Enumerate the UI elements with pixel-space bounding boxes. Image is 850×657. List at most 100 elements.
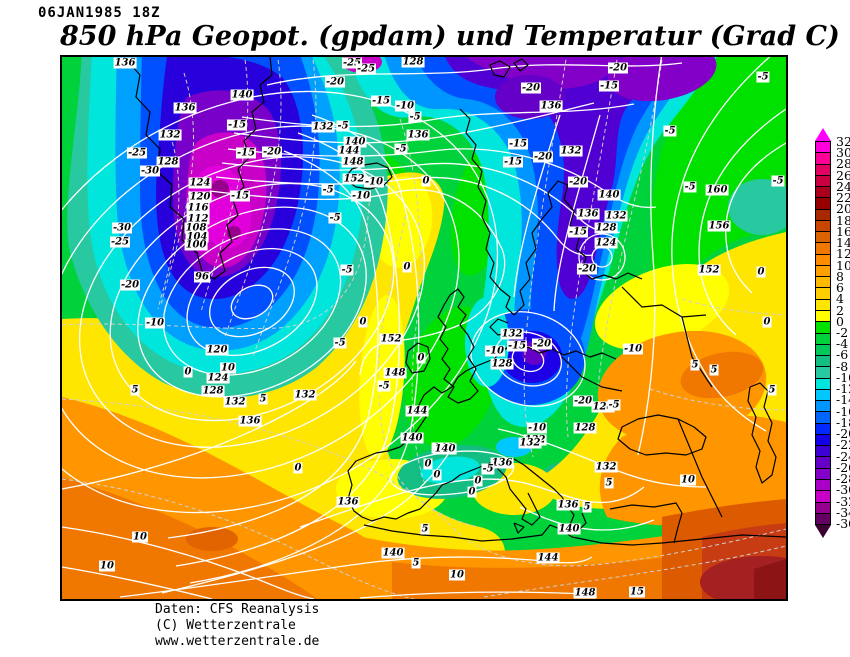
temperature-contour-label: -15 — [502, 156, 524, 168]
colorbar-tick: -6 — [836, 347, 849, 363]
geopotential-contour-label: 144 — [405, 405, 429, 417]
colorbar-cell — [816, 468, 830, 480]
colorbar-cell — [816, 142, 830, 154]
colorbar-cell — [816, 333, 830, 345]
temperature-contour-label: -5 — [321, 184, 335, 196]
geopotential-contour-label: 140 — [400, 432, 424, 444]
temperature-contour-label: -20 — [531, 338, 553, 350]
geopotential-contour-label: 132 — [311, 121, 335, 133]
colorbar-cell — [816, 502, 830, 514]
geopotential-contour-label: 132 — [559, 145, 583, 157]
colorbar-cell — [816, 356, 830, 368]
colorbar-tick: 2 — [836, 302, 844, 318]
geopotential-contour-label: 136 — [490, 457, 514, 469]
temperature-contour-label: 0 — [423, 458, 433, 470]
colorbar-cell — [816, 299, 830, 311]
geopotential-contour-label: 108 — [184, 222, 208, 234]
colorbar-cell — [816, 153, 830, 165]
coastlines — [123, 57, 786, 546]
geopotential-contour-label: 132 — [594, 461, 618, 473]
colorbar-cell — [816, 175, 830, 188]
temperature-contour-label: 5 — [767, 384, 777, 396]
geopotential-contour-label: 144 — [536, 552, 560, 564]
temperature-contour-label: 5 — [411, 557, 421, 569]
geopotential-contour-label: 124 — [206, 372, 230, 384]
temperature-contour-label: -25 — [109, 236, 131, 248]
temperature-contour-label: 5 — [130, 384, 140, 396]
geopotential-contour-label: 136 — [238, 415, 262, 427]
geopotential-contour-label: 136 — [556, 499, 580, 511]
colorbar-tick: -28 — [836, 471, 850, 487]
weather-map-canvas — [62, 57, 786, 599]
temperature-contour-label: -5 — [333, 337, 347, 349]
geopotential-contour-label: 128 — [490, 358, 514, 370]
temperature-contour-label: 5 — [582, 501, 592, 513]
geopotential-contour-label: 136 — [576, 208, 600, 220]
colorbar-cell — [816, 491, 830, 503]
colorbar-cell — [816, 457, 830, 469]
geopotential-contour-label: 136 — [406, 129, 430, 141]
geopotential-contour-label: 100 — [184, 239, 208, 251]
colorbar-cell — [816, 412, 830, 424]
colorbar-tick: 30 — [836, 145, 850, 161]
geopotential-contour-label: 124 — [594, 237, 618, 249]
temperature-contour-label: 10 — [132, 531, 148, 543]
colorbar-cell — [816, 513, 830, 525]
geopotential-contour-label: 132 — [293, 389, 317, 401]
geopotential-contour-label: 140 — [557, 523, 581, 535]
colorbar-tick: 10 — [836, 257, 850, 273]
data-source: Daten: CFS Reanalysis — [155, 602, 320, 617]
temperature-contour-label: -25 — [126, 147, 148, 159]
temperature-contour-label: 0 — [416, 352, 426, 364]
geopotential-contour-label: 128 — [401, 56, 425, 68]
temperature-contour-label: 0 — [358, 316, 368, 328]
temperature-contour-label: -15 — [235, 147, 257, 159]
temperature-contour-label: -5 — [771, 175, 785, 187]
colorbar-tick: -14 — [836, 392, 850, 408]
geopotential-contour-label: 140 — [597, 189, 621, 201]
temperature-contour-label: -20 — [119, 279, 141, 291]
geopotential-contour-label: 136 — [336, 496, 360, 508]
colorbar-cells — [815, 141, 831, 525]
temperature-colorbar: 32302826242220181614121086420-2-4-6-8-10… — [815, 128, 850, 538]
colorbar-tick: 8 — [836, 268, 844, 284]
colorbar-tick: -10 — [836, 369, 850, 385]
geopotential-contour-label: 152 — [697, 264, 721, 276]
temperature-contour-label: 0 — [293, 462, 303, 474]
geopotential-contour-label: 148 — [341, 156, 365, 168]
colorbar-cell — [816, 198, 830, 210]
colorbar-cell — [816, 322, 830, 334]
temperature-contour-label: -15 — [370, 95, 392, 107]
colorbar-cell — [816, 479, 830, 492]
temperature-contour-label: 5 — [709, 364, 719, 376]
colorbar-tick: 6 — [836, 280, 844, 296]
temperature-contour-label: -5 — [683, 181, 697, 193]
geopotential-contour-label: 140 — [381, 547, 405, 559]
temperature-contour-label: -15 — [507, 138, 529, 150]
temperature-contour-label: 5 — [420, 523, 430, 535]
colorbar-tick: -4 — [836, 336, 849, 352]
temperature-contour-label: 0 — [473, 475, 483, 487]
colorbar-tick: 12 — [836, 246, 850, 262]
colorbar-tick: -8 — [836, 358, 849, 374]
temperature-contour-label: -20 — [572, 395, 594, 407]
geopotential-contour-label: 128 — [594, 222, 618, 234]
temperature-contour-label: -15 — [506, 340, 528, 352]
geopotential-contour-label: 124 — [188, 177, 212, 189]
temperature-contour-label: -5 — [481, 463, 495, 475]
website-url: www.wetterzentrale.de — [155, 634, 320, 649]
colorbar-cell — [816, 434, 830, 447]
colorbar-cell — [816, 265, 830, 278]
temperature-contour-label: 0 — [467, 486, 477, 498]
geopotential-contour-label: 160 — [705, 184, 729, 196]
geopotential-contour-label: 140 — [433, 443, 457, 455]
colorbar-cell — [816, 232, 830, 244]
geopotential-contour-label: 132 — [158, 129, 182, 141]
temperature-contour-label: 0 — [432, 469, 442, 481]
temperature-contour-label: 0 — [183, 366, 193, 378]
temperature-contour-label: 5 — [604, 477, 614, 489]
weather-map: 136 140 136 132 128 124 120 116 112 108 104 100 96 12… — [60, 55, 788, 601]
colorbar-cell — [816, 254, 830, 266]
temperature-contour-label: 0 — [756, 266, 766, 278]
geopotential-contour-label: 156 — [707, 220, 731, 232]
